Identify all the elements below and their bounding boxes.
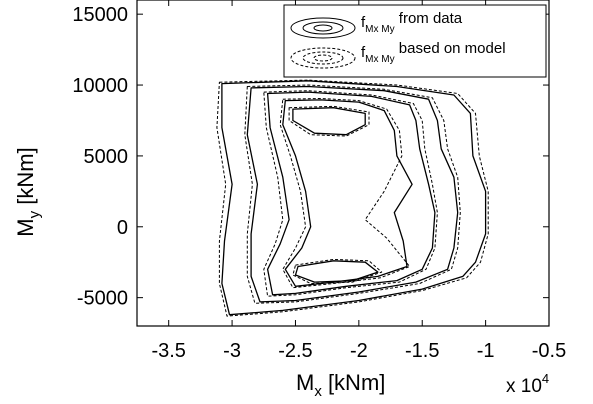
tick-labels: -3.5 -3 -2.5 -2 -1.5 -1 -0.5 -5000 0 5000 10000 150… [72,4,566,362]
legend-swatch-solid [290,17,356,39]
x-axis-label-sub: x [314,383,322,400]
y-tick-label: -5000 [77,288,128,310]
plot-frame [136,0,550,327]
y-axis-label-sub: y [26,210,43,218]
model-contour-5 [292,258,383,284]
y-tick-label: 10000 [72,75,128,97]
y-tick-label: 0 [117,217,128,239]
contour-lines [216,79,489,317]
legend-label-data-sub: Mx My [365,24,394,35]
legend-label-data: fMx My from data [361,10,463,35]
x-tick-label: -0.5 [532,340,566,362]
legend-label-data-main: f [361,14,366,31]
x-tick-label: -2.5 [278,340,312,362]
model-contour-2 [263,90,438,297]
model-contour-4 [288,105,370,137]
legend-swatch-dashed [290,47,356,69]
legend-box [283,4,547,78]
x-axis-multiplier: x 104 [506,371,549,397]
legend-label-data-rest: from data [395,10,463,27]
y-axis-label-unit: [kNm] [13,147,38,211]
data-contour-1 [246,85,459,303]
data-contour-5 [294,260,379,283]
x-tick-label: -3 [223,340,241,362]
model-contour-0 [216,79,489,317]
y-tick-label: 5000 [84,146,129,168]
y-axis-label: My [kNm] [13,147,43,236]
x-tick-label: -1 [477,340,495,362]
data-contour-2 [266,91,436,296]
legend: fMx My from data fMx My based on model [283,4,547,78]
x-axis-label-unit: [kNm] [322,370,386,395]
x-axis-multiplier-exponent: 4 [542,371,549,386]
data-contour-3 [282,99,413,287]
legend-label-model-sub: Mx My [365,54,394,65]
y-tick-label: 15000 [72,4,128,26]
x-tick-label: -1.5 [405,340,439,362]
model-contour-1 [244,84,461,304]
data-contour-4 [292,107,366,136]
legend-label-model-rest: based on model [395,40,506,57]
x-axis-label-main: M [296,370,314,395]
x-tick-label: -2 [350,340,368,362]
y-axis-label-main: M [13,218,38,236]
x-tick-label: -3.5 [151,340,185,362]
legend-entry-model: fMx My based on model [290,40,506,69]
x-axis-multiplier-base: x 10 [506,376,542,397]
model-contour-3 [279,98,411,289]
legend-entry-data: fMx My from data [290,10,463,39]
x-axis-label: Mx [kNm] [296,370,385,400]
data-contour-0 [221,80,487,316]
legend-label-model: fMx My based on model [361,40,506,65]
legend-label-model-main: f [361,44,366,61]
